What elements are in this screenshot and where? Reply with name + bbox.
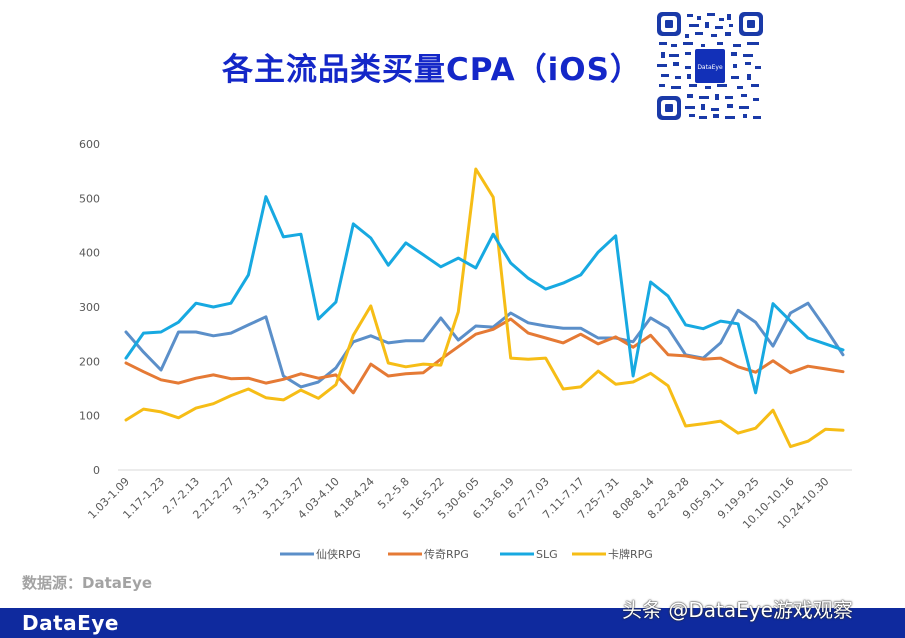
data-source: 数据源：DataEye xyxy=(22,574,153,592)
qr-center-label: DataEye xyxy=(697,64,723,71)
series-line xyxy=(124,301,845,389)
qr-code: DataEye xyxy=(657,12,763,120)
series-line xyxy=(124,167,845,449)
y-tick-label: 400 xyxy=(79,247,100,260)
series-line xyxy=(124,195,845,395)
y-tick-label: 300 xyxy=(79,301,100,314)
y-axis: 0 100 200 300 400 500 600 xyxy=(79,138,100,477)
chart-legend: 仙侠RPG 传奇RPG SLG 卡牌RPG xyxy=(280,547,653,561)
y-tick-label: 600 xyxy=(79,138,100,151)
dataeye-logo: DataEye xyxy=(22,611,119,635)
y-tick-label: 200 xyxy=(79,355,100,368)
legend-label: SLG xyxy=(536,548,558,561)
y-tick-label: 100 xyxy=(79,410,100,423)
legend-label: 卡牌RPG xyxy=(608,547,653,561)
series-line xyxy=(124,317,845,395)
legend-label: 传奇RPG xyxy=(424,548,469,561)
chart-title: 各主流品类买量CPA（iOS） xyxy=(222,52,642,88)
y-tick-label: 0 xyxy=(93,464,100,477)
x-axis: 1.03-1.091.17-1.232.7-2.132.21-2.273.7-3… xyxy=(85,475,831,532)
y-tick-label: 500 xyxy=(79,192,100,205)
watermark: 头条 @DataEye游戏观察 xyxy=(622,598,853,622)
legend-label: 仙侠RPG xyxy=(316,548,361,561)
series-lines xyxy=(124,167,845,449)
footer-bar: DataEye xyxy=(0,608,905,638)
